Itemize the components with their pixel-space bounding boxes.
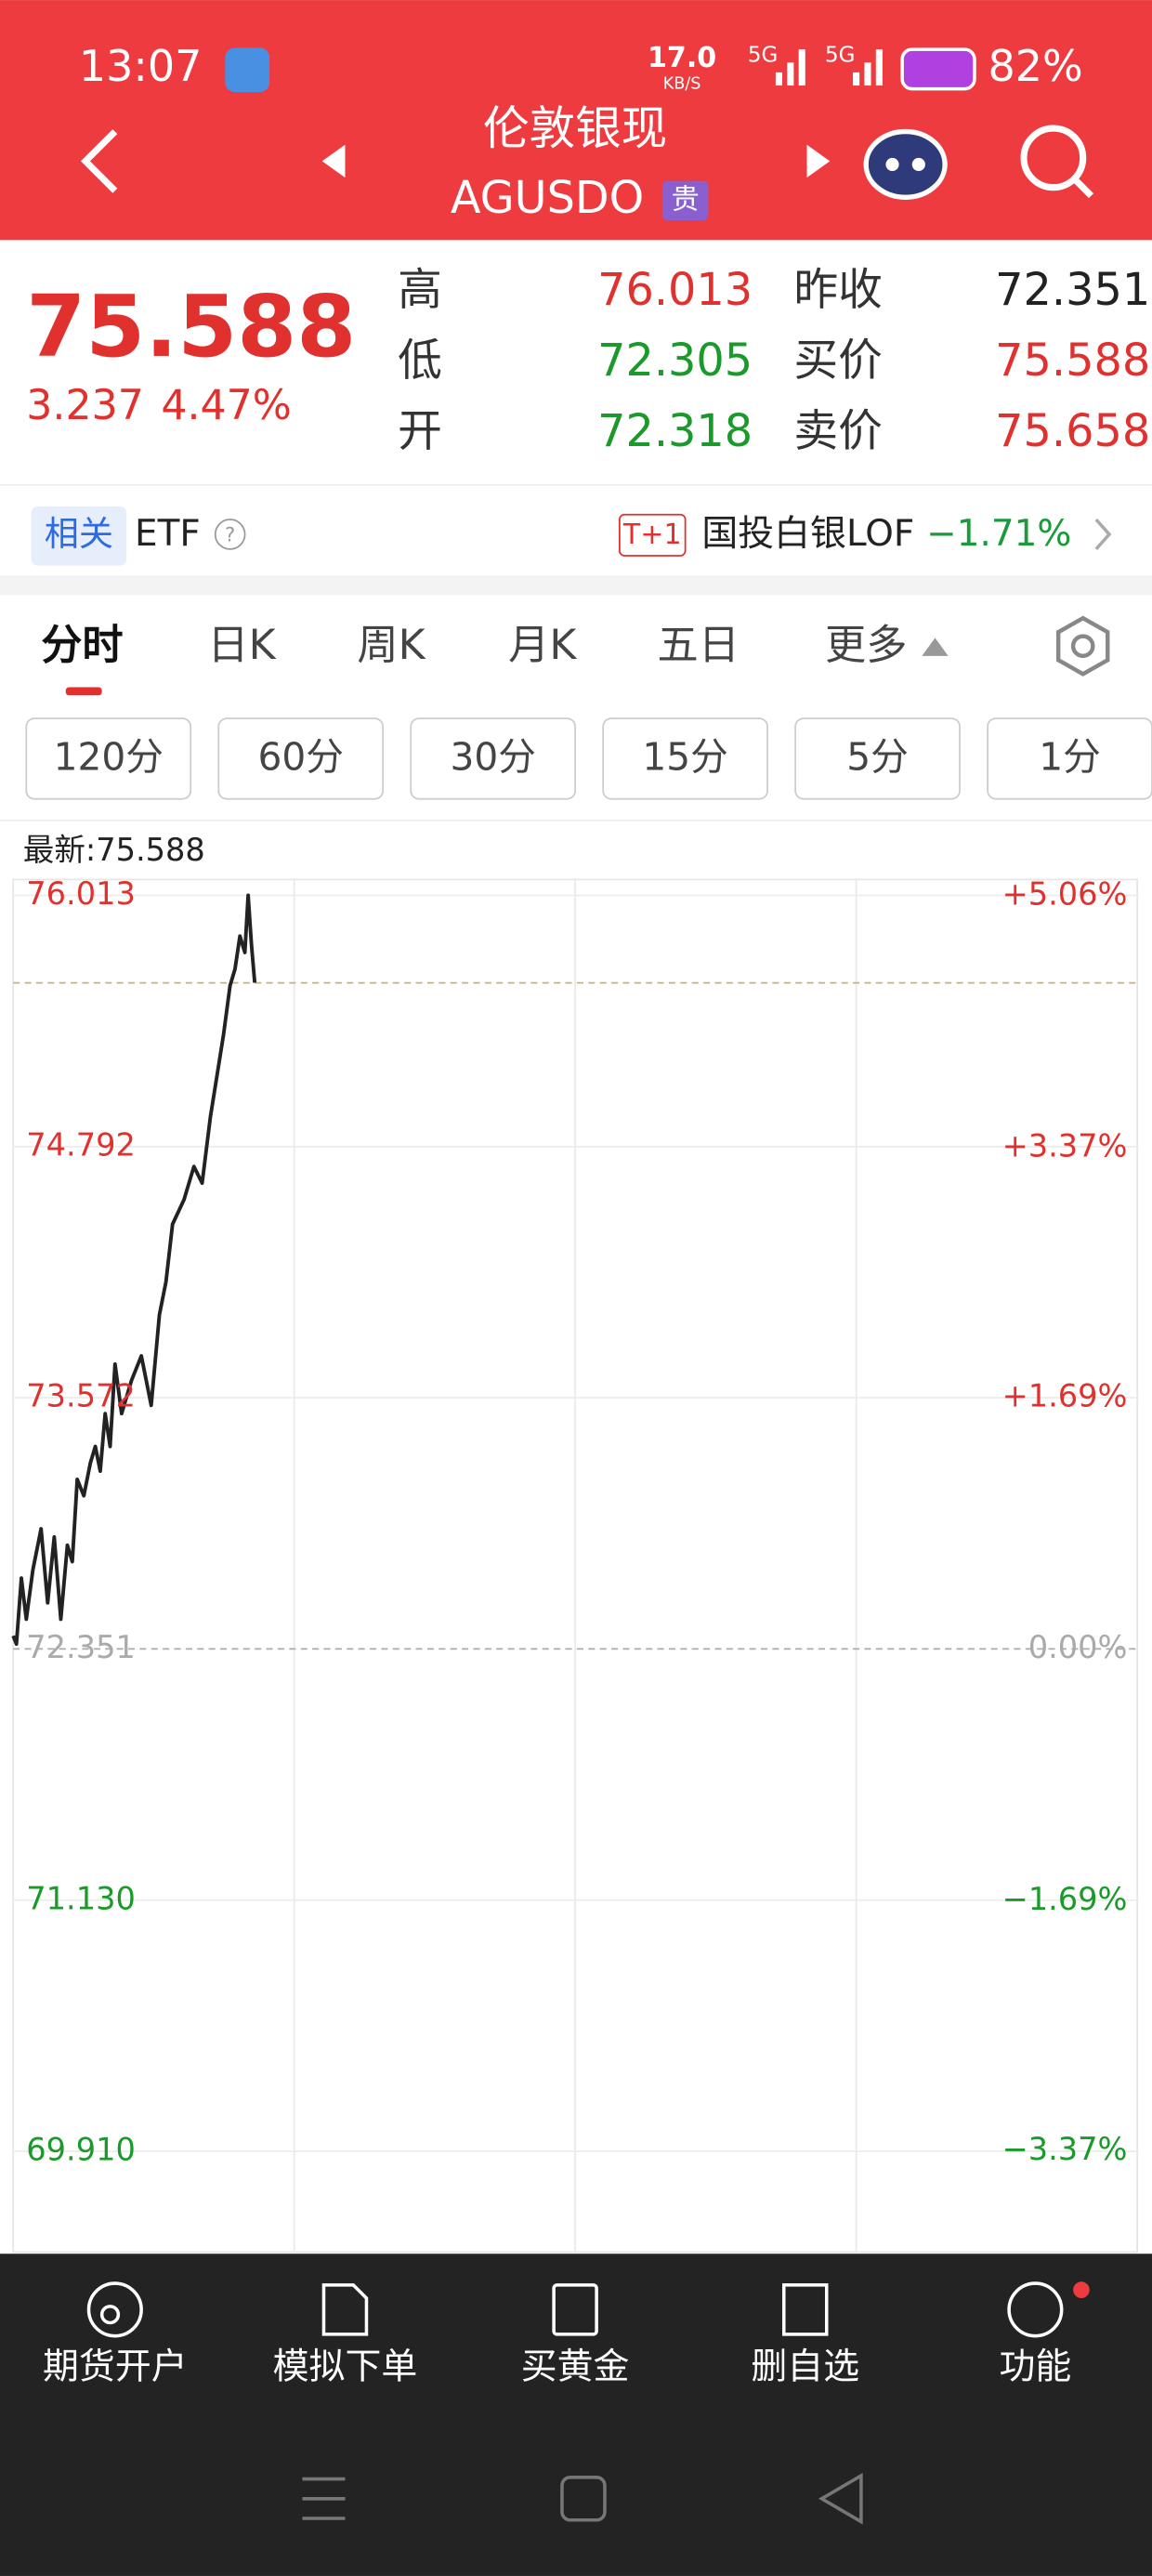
weather-icon xyxy=(225,47,270,93)
stat-label: 高 xyxy=(398,265,442,316)
interval-label: 60分 xyxy=(257,734,343,779)
quote-change: 3.237 xyxy=(26,382,144,429)
etf-name: ETF xyxy=(135,513,201,555)
stat-label: 低 xyxy=(398,335,442,387)
stat-value: 75.658 xyxy=(995,406,1150,457)
y-tick-label: 73.572 xyxy=(26,1378,136,1414)
status-battery: 82% xyxy=(988,41,1082,91)
battery-icon xyxy=(900,47,976,91)
interval-label: 30分 xyxy=(450,734,535,779)
status-net: 5G xyxy=(825,44,855,68)
header-code: AGUSDO xyxy=(451,173,644,224)
interval-button[interactable] xyxy=(794,717,961,800)
price-line xyxy=(11,893,257,1647)
tab[interactable]: 日K xyxy=(207,622,276,669)
etf-t1: T+1 xyxy=(622,519,682,551)
t1-bg xyxy=(618,513,687,557)
tabs: 分时 日K 周K 月K 五日 更多 xyxy=(41,622,949,669)
nav-icons xyxy=(86,2281,1064,2338)
latest-label: 最新:75.588 xyxy=(23,832,205,868)
stat-value: 76.013 xyxy=(597,265,753,316)
help-icon[interactable] xyxy=(214,519,246,550)
interval-button[interactable] xyxy=(217,717,385,800)
stat-value: 72.318 xyxy=(597,406,753,457)
stat-label: 昨收 xyxy=(793,265,882,316)
y2-tick-label: +3.37% xyxy=(1002,1127,1128,1163)
header-badge: 贵 xyxy=(672,183,700,216)
badge-bg xyxy=(661,180,709,221)
section-gap xyxy=(0,575,1152,596)
next-button[interactable] xyxy=(806,144,831,178)
etf-fund-change: −1.71% xyxy=(926,513,1071,555)
chart: 76.013 74.792 73.572 72.351 71.130 69.910 +5.0… xyxy=(11,875,1138,2254)
nav-label[interactable]: 模拟下单 xyxy=(273,2346,418,2388)
notice-dot xyxy=(1073,2281,1090,2298)
stat-label: 卖价 xyxy=(793,406,882,457)
tab[interactable]: 分时 xyxy=(41,622,123,669)
y-tick-label: 69.910 xyxy=(26,2131,136,2167)
interval-button[interactable] xyxy=(25,717,192,800)
stat-value: 72.351 xyxy=(995,265,1150,316)
header-bg xyxy=(0,0,1152,241)
nav-label[interactable]: 功能 xyxy=(999,2346,1071,2388)
status-net: 5G xyxy=(748,44,778,68)
etf-fund[interactable]: 国投白银LOF xyxy=(701,513,914,555)
header-title: 伦敦银现 xyxy=(483,101,667,155)
status-time: 13:07 xyxy=(79,41,203,91)
y2-tick-label: −1.69% xyxy=(1002,1881,1128,1917)
y2-tick-label: −3.37% xyxy=(1002,2131,1128,2167)
y-tick-label: 76.013 xyxy=(26,875,136,912)
interval-button[interactable] xyxy=(410,717,576,800)
interval-label: 1分 xyxy=(1039,734,1101,779)
quote-stats: 高 76.013 昨收 72.351 低 72.305 买价 75.588 开 72.318 卖价 7… xyxy=(398,265,1150,457)
stat-value: 72.305 xyxy=(597,335,753,387)
nav-label[interactable]: 期货开户 xyxy=(43,2346,188,2388)
robot-button[interactable] xyxy=(863,128,948,200)
nav-label[interactable]: 删自选 xyxy=(751,2346,859,2388)
y-tick-label: 71.130 xyxy=(26,1880,136,1916)
signal-icons xyxy=(775,49,883,86)
bottom-nav: 期货开户 模拟下单 买黄金 删自选 功能 xyxy=(43,2346,1071,2388)
y2-tick-label: +5.06% xyxy=(1002,876,1128,913)
tab[interactable]: 五日 xyxy=(658,622,740,669)
y-tick-label: 74.792 xyxy=(26,1126,136,1163)
search-button[interactable] xyxy=(1020,125,1094,199)
back-button[interactable] xyxy=(80,129,118,193)
interval-label: 5分 xyxy=(846,734,909,779)
quote-change-pct: 4.47% xyxy=(161,382,291,429)
y2-tick-label: +1.69% xyxy=(1002,1377,1128,1413)
stat-label: 开 xyxy=(398,406,442,457)
intervals: 120分 60分 30分 15分 5分 1分 xyxy=(25,717,1152,800)
tab-underline xyxy=(65,687,102,696)
interval-label: 120分 xyxy=(54,734,164,779)
status-speed-unit: KB/S xyxy=(663,74,701,93)
more-arrow xyxy=(922,637,949,656)
interval-button[interactable] xyxy=(602,717,768,800)
interval-label: 15分 xyxy=(642,734,727,779)
tab[interactable]: 月K xyxy=(508,622,577,669)
tab[interactable]: 更多 xyxy=(825,622,907,669)
stat-label: 买价 xyxy=(793,335,882,387)
tab[interactable]: 周K xyxy=(357,622,425,669)
etf-tag-bg xyxy=(31,506,127,566)
etf-help: ? xyxy=(225,524,235,547)
status-speed: 17.0 xyxy=(648,42,716,74)
y2-tick-label: 0.00% xyxy=(1028,1629,1128,1665)
stat-value: 75.588 xyxy=(995,335,1150,387)
prev-button[interactable] xyxy=(321,144,346,178)
interval-button[interactable] xyxy=(987,717,1152,800)
bottom-nav-bg xyxy=(0,2254,1152,2576)
gesture-bar xyxy=(302,2472,863,2525)
settings-button[interactable] xyxy=(1055,615,1110,677)
etf-tag: 相关 xyxy=(45,514,113,554)
quote-price: 75.588 xyxy=(26,277,356,376)
chevron xyxy=(1094,518,1112,551)
nav-label[interactable]: 买黄金 xyxy=(521,2346,630,2388)
y-tick-label: 72.351 xyxy=(26,1629,136,1665)
